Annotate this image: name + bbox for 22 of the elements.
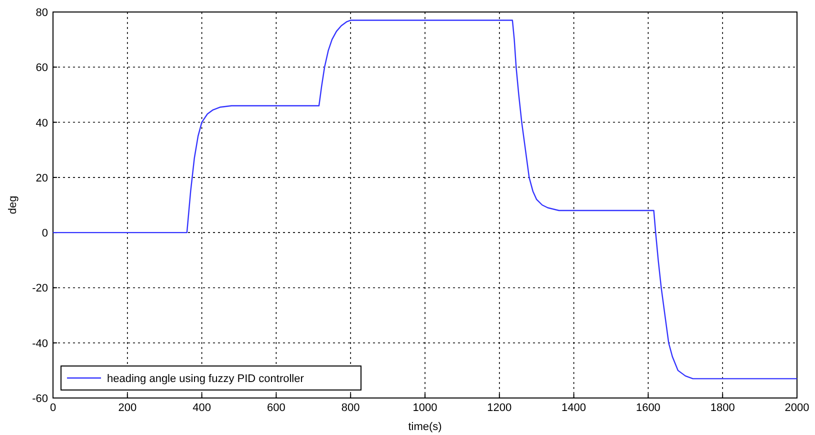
y-tick-label: 0	[42, 228, 48, 240]
y-axis-title: deg	[7, 196, 19, 214]
legend-label: heading angle using fuzzy PID controller	[107, 373, 304, 385]
x-tick-label: 1200	[487, 402, 512, 414]
x-tick-label: 1800	[710, 402, 735, 414]
x-tick-label: 1600	[636, 402, 660, 414]
y-tick-label: 80	[36, 7, 48, 19]
y-tick-label: 40	[36, 117, 48, 130]
x-tick-label: 600	[267, 402, 286, 414]
y-tick-label: -20	[32, 282, 48, 295]
y-tick-label: -40	[32, 338, 48, 350]
x-axis-title: time(s)	[408, 421, 442, 433]
y-tick-label: 20	[36, 172, 48, 184]
x-tick-label: 2000	[784, 402, 810, 414]
x-tick-label: 800	[341, 402, 360, 414]
x-tick-label: 200	[118, 402, 137, 414]
x-tick-label: 0	[50, 402, 56, 414]
x-tick-label: 1400	[562, 402, 586, 414]
x-tick-label: 400	[192, 402, 211, 414]
x-tick-label: 1000	[412, 402, 438, 414]
y-tick-label: 60	[36, 62, 48, 74]
y-tick-label: -60	[32, 393, 48, 405]
